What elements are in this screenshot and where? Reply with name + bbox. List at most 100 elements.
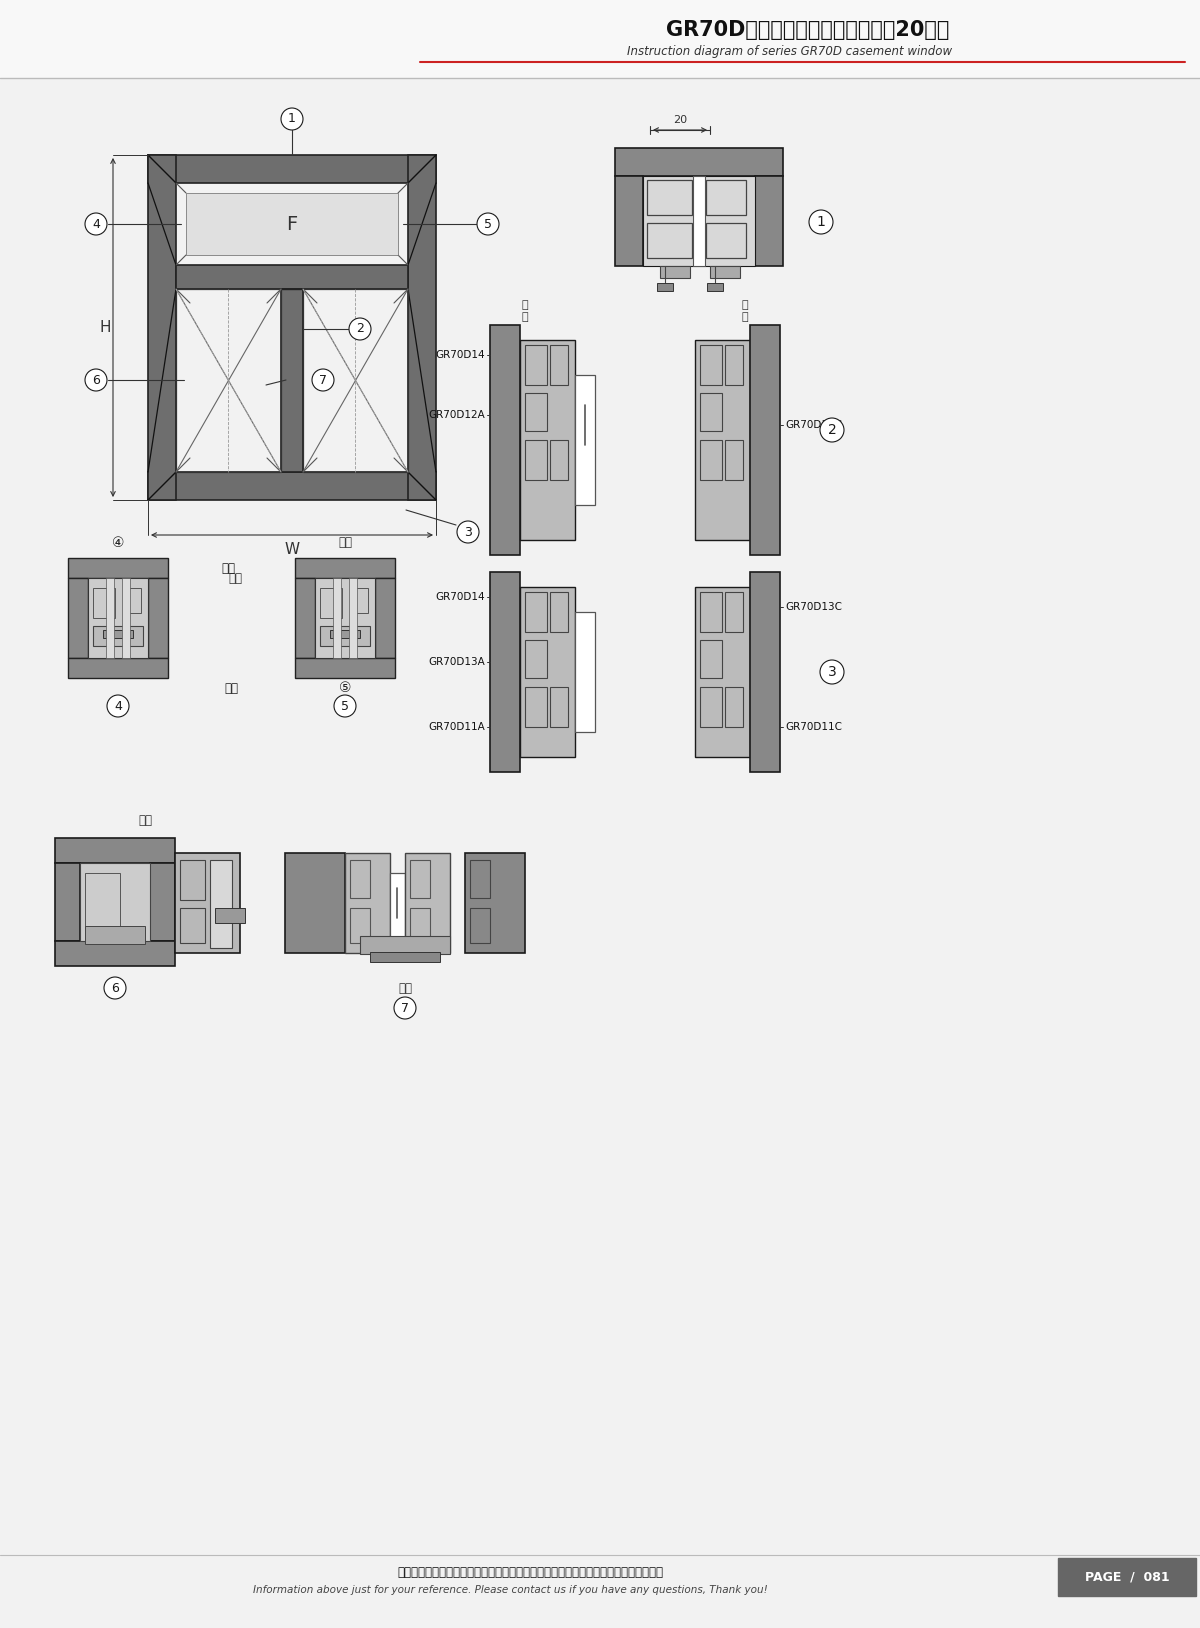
- Text: GR70D12C: GR70D12C: [785, 420, 842, 430]
- Bar: [410, 860, 430, 899]
- Text: 6: 6: [92, 373, 100, 386]
- Bar: [295, 558, 395, 578]
- Bar: [550, 593, 568, 632]
- Bar: [695, 340, 750, 540]
- Bar: [695, 588, 750, 757]
- Text: ⑤: ⑤: [338, 681, 352, 695]
- Bar: [68, 558, 168, 578]
- Bar: [725, 593, 743, 632]
- Bar: [370, 952, 440, 962]
- Bar: [314, 578, 374, 658]
- Bar: [410, 908, 430, 943]
- Bar: [124, 588, 142, 614]
- Bar: [490, 571, 520, 772]
- Bar: [526, 440, 547, 480]
- Bar: [176, 265, 408, 290]
- Bar: [700, 440, 722, 480]
- Bar: [700, 687, 722, 728]
- Bar: [710, 265, 740, 278]
- Bar: [85, 926, 145, 944]
- Bar: [490, 326, 520, 555]
- Bar: [295, 658, 395, 677]
- Text: PAGE  /  081: PAGE / 081: [1085, 1571, 1169, 1584]
- Circle shape: [820, 418, 844, 441]
- Bar: [725, 345, 743, 384]
- Circle shape: [85, 370, 107, 391]
- Text: W: W: [284, 542, 300, 557]
- Bar: [526, 392, 547, 431]
- Bar: [94, 627, 143, 646]
- Bar: [85, 873, 120, 928]
- Circle shape: [478, 213, 499, 234]
- Bar: [122, 578, 130, 658]
- Bar: [706, 223, 746, 257]
- Text: GR70D13C: GR70D13C: [785, 602, 842, 612]
- Bar: [148, 578, 168, 658]
- Bar: [360, 936, 450, 954]
- Text: 室外: 室外: [338, 537, 352, 550]
- Bar: [350, 860, 370, 899]
- Bar: [550, 687, 568, 728]
- Bar: [0, 0, 1200, 78]
- Bar: [616, 176, 643, 265]
- Bar: [215, 908, 245, 923]
- Bar: [150, 863, 175, 941]
- Bar: [68, 578, 88, 658]
- Text: 室
外: 室 外: [742, 300, 749, 322]
- Bar: [320, 588, 342, 619]
- Bar: [750, 326, 780, 555]
- Bar: [700, 593, 722, 632]
- Text: GR70D14: GR70D14: [436, 350, 485, 360]
- Circle shape: [334, 695, 356, 716]
- Bar: [374, 578, 395, 658]
- Bar: [103, 630, 133, 638]
- Text: ④: ④: [112, 536, 125, 550]
- Bar: [694, 176, 706, 265]
- Bar: [706, 181, 746, 215]
- Bar: [707, 283, 722, 291]
- Bar: [725, 687, 743, 728]
- Bar: [349, 578, 358, 658]
- Bar: [350, 908, 370, 943]
- Bar: [330, 630, 360, 638]
- Bar: [80, 863, 150, 941]
- Circle shape: [349, 317, 371, 340]
- Text: Instruction diagram of series GR70D casement window: Instruction diagram of series GR70D case…: [628, 46, 953, 59]
- Bar: [647, 181, 692, 215]
- Bar: [526, 687, 547, 728]
- Bar: [520, 588, 575, 757]
- Bar: [466, 853, 526, 952]
- Bar: [526, 593, 547, 632]
- Text: 2: 2: [356, 322, 364, 335]
- Text: 6: 6: [112, 982, 119, 995]
- Text: 5: 5: [341, 700, 349, 713]
- Bar: [302, 290, 408, 472]
- Circle shape: [85, 213, 107, 234]
- Bar: [148, 472, 436, 500]
- Bar: [320, 627, 370, 646]
- Circle shape: [107, 695, 130, 716]
- Bar: [550, 345, 568, 384]
- Text: 7: 7: [319, 373, 326, 386]
- Text: 3: 3: [464, 526, 472, 539]
- Bar: [281, 290, 302, 472]
- Text: 1: 1: [288, 112, 296, 125]
- Bar: [526, 345, 547, 384]
- Text: 7: 7: [401, 1001, 409, 1014]
- Text: 5: 5: [484, 218, 492, 231]
- Bar: [346, 853, 390, 952]
- Bar: [750, 571, 780, 772]
- Bar: [700, 392, 722, 431]
- Bar: [148, 155, 176, 500]
- Bar: [1058, 1558, 1196, 1595]
- Bar: [350, 588, 368, 614]
- Text: 室外: 室外: [224, 682, 238, 695]
- Bar: [390, 873, 406, 943]
- Text: 室内: 室内: [138, 814, 152, 827]
- Bar: [725, 440, 743, 480]
- Circle shape: [312, 370, 334, 391]
- Text: F: F: [287, 215, 298, 233]
- Bar: [68, 658, 168, 677]
- Text: 室内: 室内: [228, 571, 242, 584]
- Bar: [550, 440, 568, 480]
